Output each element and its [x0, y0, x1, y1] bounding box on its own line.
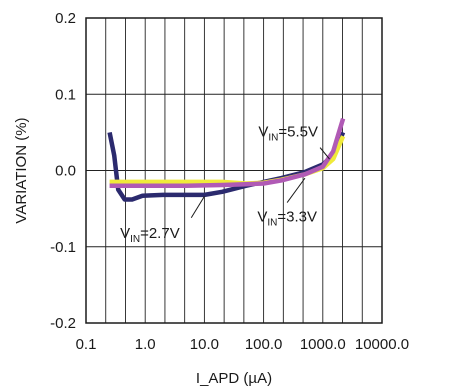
- y-tick-label: -0.2: [50, 315, 76, 332]
- x-tick-label: 1000.0: [300, 336, 346, 353]
- x-axis-title: I_APD (µA): [196, 370, 272, 387]
- annotation-pointer: [319, 147, 330, 160]
- y-tick-label: 0.2: [55, 10, 76, 27]
- series-line-1: [107, 131, 346, 202]
- y-tick-label: 0.0: [55, 163, 76, 180]
- y-tick-label: -0.1: [50, 239, 76, 256]
- y-axis-title: VARIATION (%): [13, 117, 30, 223]
- annotation-pointer: [286, 177, 306, 203]
- grid: [86, 18, 382, 323]
- annotation-label: VIN=3.3V: [257, 208, 317, 228]
- annotation-label: VIN=5.5V: [258, 124, 318, 144]
- series-line-3: [109, 117, 346, 189]
- x-tick-label: 100.0: [245, 336, 283, 353]
- annotation-pointer: [190, 196, 205, 219]
- annotation-label: VIN=2.7V: [120, 225, 180, 245]
- x-tick-label: 10.0: [190, 336, 219, 353]
- annotations: VIN=5.5V VIN=3.3V VIN=2.7V: [120, 124, 330, 245]
- series-group: [107, 117, 346, 202]
- x-tick-label: 1.0: [135, 336, 156, 353]
- x-tick-labels: 0.1 1.0 10.0 100.0 1000.0 10000.0: [76, 336, 410, 353]
- y-tick-labels: -0.2 -0.1 0.0 0.1 0.2: [50, 10, 76, 332]
- y-tick-label: 0.1: [55, 86, 76, 103]
- plot-frame: [85, 17, 383, 324]
- series-line-2: [109, 135, 346, 186]
- x-tick-label: 0.1: [76, 336, 97, 353]
- x-tick-label: 10000.0: [355, 336, 409, 353]
